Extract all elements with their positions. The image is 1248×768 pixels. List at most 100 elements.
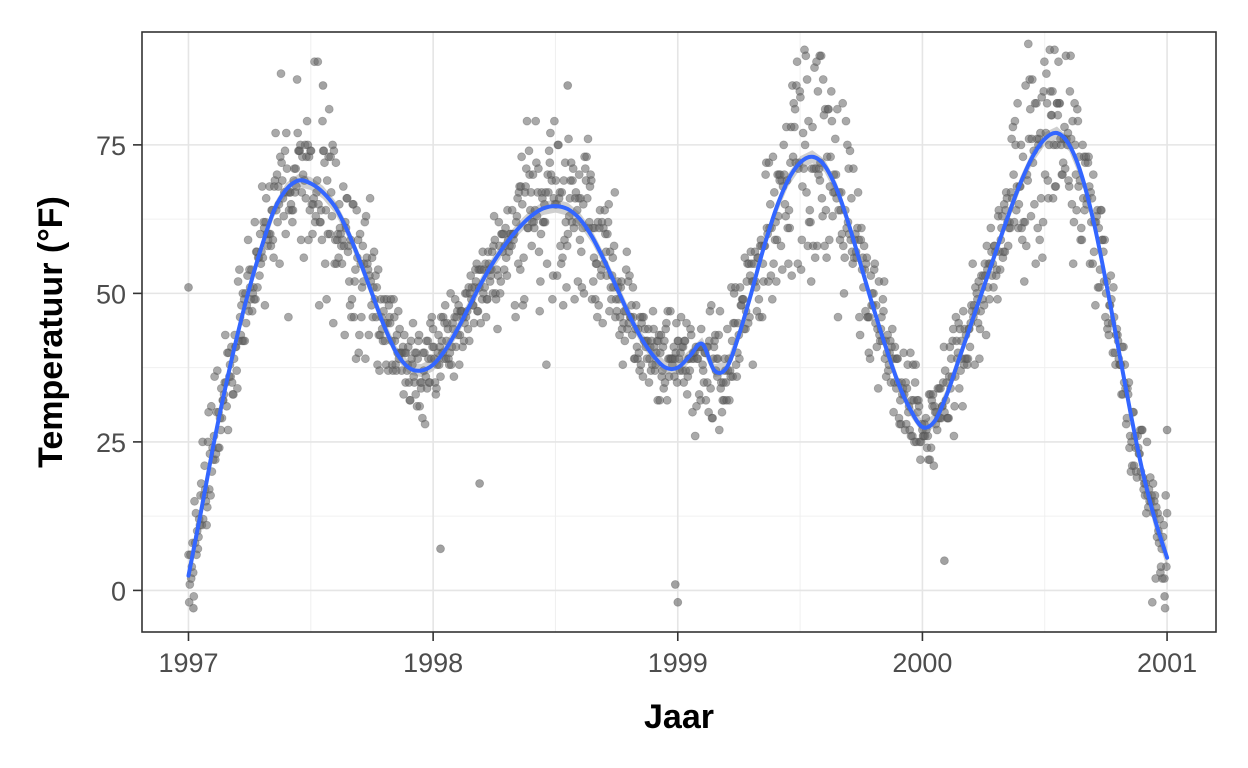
data-point [625,271,634,281]
data-point [975,324,985,334]
data-point [975,354,984,364]
data-point [475,479,485,488]
data-point [358,241,368,251]
data-point [534,247,544,257]
data-point [1032,98,1041,108]
data-point [644,378,654,387]
data-point [233,277,243,286]
data-point [184,597,194,607]
data-point [1069,217,1079,227]
data-point [1027,75,1037,84]
data-point [490,235,500,245]
data-point [214,443,224,453]
data-point [206,490,216,500]
data-point [772,235,782,245]
data-point [932,425,942,435]
data-point [240,336,250,346]
data-point [340,330,350,340]
data-point [792,57,802,67]
data-point [308,229,317,239]
data-point [573,277,583,286]
data-point [701,395,711,405]
data-point [748,360,758,370]
data-point [715,306,725,316]
data-point [921,413,931,423]
data-point [735,354,744,364]
data-point [432,383,441,393]
data-point [545,158,555,168]
data-point [981,330,991,340]
data-point [798,128,808,138]
data-point [536,229,546,239]
data-point [805,205,815,215]
data-point [501,223,510,233]
data-point [824,235,834,245]
data-point [796,92,805,102]
data-point [815,176,825,185]
data-point [784,205,794,215]
data-point [787,271,797,281]
data-point [808,122,817,132]
data-point [280,146,290,156]
data-point [853,187,863,197]
data-point [1066,51,1075,61]
data-point [399,330,409,340]
data-point [723,324,732,334]
data-point [491,294,501,304]
data-point [495,288,505,298]
x-tick-label: 1998 [403,648,463,678]
data-point [436,544,445,554]
data-point [548,294,557,304]
data-point [732,372,742,382]
data-point [354,348,364,358]
data-point [423,336,433,346]
data-point [679,378,689,387]
y-tick-label: 0 [111,576,126,606]
data-point [676,312,686,322]
data-point [1050,45,1059,55]
y-tick-label: 75 [96,131,126,161]
data-point [838,98,848,108]
data-point [1023,39,1033,49]
data-point [832,104,842,114]
data-point [1076,223,1086,233]
data-point [563,229,573,239]
x-tick-label: 1997 [158,648,218,678]
data-point [1159,520,1169,530]
data-point [893,354,902,364]
data-point [277,158,287,168]
data-point [714,425,724,435]
data-point [797,235,807,245]
data-point [865,312,874,322]
data-point [847,193,856,203]
data-point [1018,152,1028,162]
data-point [507,205,517,215]
data-point [519,253,528,263]
data-point [827,116,837,126]
data-point [542,259,552,269]
data-point [212,366,222,376]
data-point [618,360,628,370]
panel-border [141,31,1217,633]
data-point [542,360,551,370]
data-point [768,152,778,162]
data-point [802,75,812,84]
data-point [313,57,323,67]
data-point [824,104,833,114]
data-point [1017,235,1027,245]
data-point [1084,152,1093,162]
data-point [292,75,302,84]
data-point [375,366,384,376]
data-point [682,318,691,328]
data-point [1109,282,1118,292]
data-point [586,176,596,185]
data-point [494,217,504,227]
data-point [911,360,921,370]
data-point [985,294,994,304]
data-point [552,271,562,281]
data-point [771,277,781,286]
data-point [311,211,321,221]
data-point [536,277,545,286]
data-point [302,116,312,126]
data-point [1060,164,1070,174]
